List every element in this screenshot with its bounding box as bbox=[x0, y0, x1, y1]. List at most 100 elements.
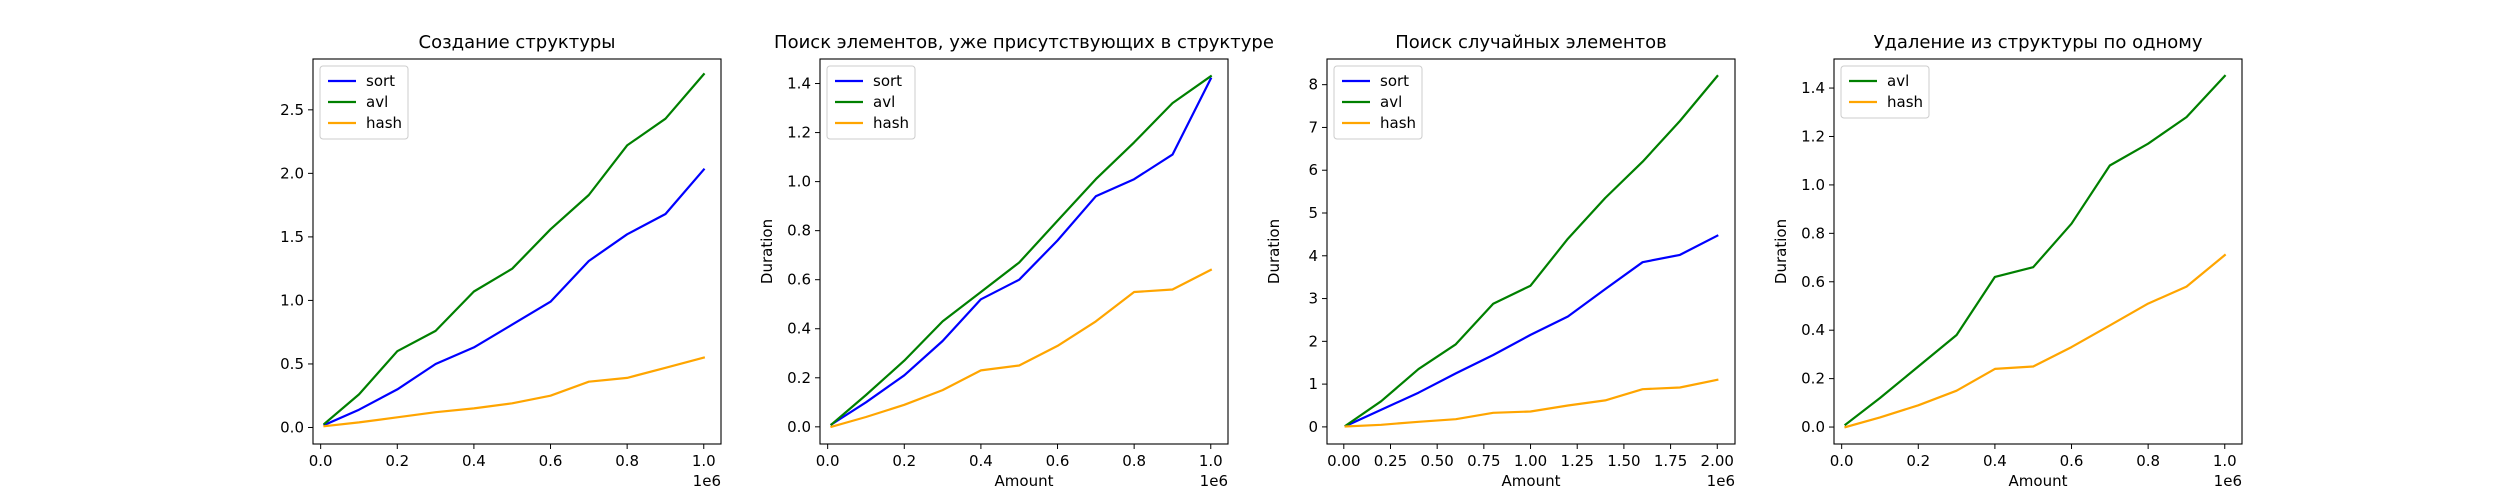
x-axis-label: Amount bbox=[1502, 472, 1561, 490]
y-tick-label: 2.0 bbox=[280, 164, 304, 182]
y-tick-label: 2.5 bbox=[280, 101, 304, 119]
series-line-hash bbox=[1344, 378, 1719, 428]
legend-label-sort: sort bbox=[873, 72, 902, 90]
y-tick-label: 1 bbox=[1308, 375, 1318, 393]
x-tick-label: 0.75 bbox=[1467, 452, 1500, 470]
y-tick-label: 0.2 bbox=[787, 369, 811, 387]
axes-frame bbox=[1833, 58, 2243, 445]
series-line-avl bbox=[1843, 74, 2227, 427]
legend-label-avl: avl bbox=[1380, 93, 1402, 111]
x-tick-label: 0.2 bbox=[892, 452, 916, 470]
legend-box bbox=[1333, 65, 1423, 140]
x-tick-label: 0.8 bbox=[1122, 452, 1146, 470]
series-line-hash bbox=[1844, 253, 2227, 429]
legend: sort avl hash bbox=[826, 65, 916, 140]
y-tick-label: 0.0 bbox=[787, 418, 811, 436]
x-tick-label: 0.50 bbox=[1420, 452, 1453, 470]
chart-title: Удаление из структуры по одному bbox=[1873, 32, 2202, 53]
x-tick-label: 0.4 bbox=[462, 452, 486, 470]
x-tick-label: 0.6 bbox=[2060, 452, 2084, 470]
y-tick-label: 3 bbox=[1308, 290, 1318, 308]
y-tick-label: 1.4 bbox=[787, 75, 811, 93]
chart-panel: 0.0 0.2 0.4 0.6 0.8 1.0 0.0 0.2 0.4 0.6 0.8 1.0 1.2 1… bbox=[1772, 32, 2243, 490]
legend-label-sort: sort bbox=[366, 72, 395, 90]
x-tick-label: 0.2 bbox=[1906, 452, 1930, 470]
y-tick-label: 1.5 bbox=[280, 228, 304, 246]
axes-frame bbox=[312, 58, 722, 445]
x-tick-label: 0.6 bbox=[1046, 452, 1070, 470]
chart-title: Создание структуры bbox=[419, 32, 616, 53]
series-line-sort bbox=[323, 167, 706, 427]
legend-label-avl: avl bbox=[1887, 72, 1909, 90]
legend-label-hash: hash bbox=[1380, 114, 1416, 132]
x-tick-label: 1.25 bbox=[1561, 452, 1594, 470]
x-offset-label: 1e6 bbox=[1707, 472, 1735, 490]
x-tick-label: 0.25 bbox=[1374, 452, 1407, 470]
y-tick-label: 4 bbox=[1308, 247, 1318, 265]
x-tick-label: 0.8 bbox=[2136, 452, 2160, 470]
chart-title: Поиск случайных элементов bbox=[1395, 32, 1667, 53]
series-line-hash bbox=[830, 268, 1213, 429]
y-tick-label: 0.8 bbox=[1801, 224, 1825, 242]
y-tick-label: 2 bbox=[1308, 332, 1318, 350]
y-tick-label: 0.5 bbox=[280, 355, 304, 373]
series-line-avl bbox=[322, 72, 706, 426]
legend-label-sort: sort bbox=[1380, 72, 1409, 90]
x-tick-label: 2.00 bbox=[1701, 452, 1734, 470]
legend-box bbox=[1840, 65, 1930, 119]
y-tick-label: 6 bbox=[1308, 161, 1318, 179]
series-line-hash bbox=[323, 356, 706, 428]
legend: sort avl hash bbox=[319, 65, 409, 140]
y-tick-label: 0.6 bbox=[1801, 273, 1825, 291]
x-tick-label: 0.6 bbox=[539, 452, 563, 470]
legend-box bbox=[826, 65, 916, 140]
y-tick-label: 0.4 bbox=[1801, 321, 1825, 339]
y-tick-label: 5 bbox=[1308, 204, 1318, 222]
legend-label-avl: avl bbox=[873, 93, 895, 111]
chart-title: Поиск элементов, уже присутствующих в ст… bbox=[774, 32, 1274, 53]
y-tick-label: 8 bbox=[1308, 76, 1318, 94]
series-line-avl bbox=[829, 74, 1213, 426]
y-axis-label: Duration bbox=[1265, 219, 1283, 284]
y-tick-label: 0.0 bbox=[280, 418, 304, 436]
y-tick-label: 1.2 bbox=[787, 124, 811, 142]
y-tick-label: 0.8 bbox=[787, 222, 811, 240]
x-tick-label: 0.2 bbox=[385, 452, 409, 470]
legend-label-hash: hash bbox=[1887, 93, 1923, 111]
chart-panel: 0.0 0.2 0.4 0.6 0.8 1.0 0.0 0.5 1.0 1.5 2.0 2.5 1e6 С… bbox=[280, 32, 722, 490]
legend-label-hash: hash bbox=[873, 114, 909, 132]
y-tick-label: 0.6 bbox=[787, 271, 811, 289]
y-tick-label: 0.4 bbox=[787, 320, 811, 338]
y-tick-label: 1.0 bbox=[280, 291, 304, 309]
y-tick-label: 1.2 bbox=[1801, 127, 1825, 145]
x-offset-label: 1e6 bbox=[1200, 472, 1228, 490]
y-axis-label: Duration bbox=[1772, 219, 1790, 284]
chart-panel: 0.00 0.25 0.50 0.75 1.00 1.25 1.50 1.75 2.00 0 1 2 3… bbox=[1265, 32, 1736, 490]
legend-box bbox=[319, 65, 409, 140]
x-tick-label: 1.0 bbox=[1199, 452, 1223, 470]
x-tick-label: 1.0 bbox=[692, 452, 716, 470]
series-line-sort bbox=[829, 77, 1213, 426]
x-tick-label: 1.50 bbox=[1607, 452, 1640, 470]
y-tick-label: 0.0 bbox=[1801, 418, 1825, 436]
x-tick-label: 0.4 bbox=[969, 452, 993, 470]
legend-label-avl: avl bbox=[366, 93, 388, 111]
x-tick-label: 0.00 bbox=[1327, 452, 1360, 470]
chart-panel: 0.0 0.2 0.4 0.6 0.8 1.0 0.0 0.2 0.4 0.6 0.8 1.0 1.2 1… bbox=[758, 32, 1274, 490]
x-offset-label: 1e6 bbox=[693, 472, 721, 490]
x-tick-label: 1.0 bbox=[2213, 452, 2237, 470]
y-tick-label: 0.2 bbox=[1801, 370, 1825, 388]
series-line-sort bbox=[1344, 234, 1719, 428]
y-axis-label: Duration bbox=[758, 219, 776, 284]
y-tick-label: 0 bbox=[1308, 418, 1318, 436]
x-tick-label: 1.75 bbox=[1654, 452, 1687, 470]
legend: avl hash bbox=[1840, 65, 1930, 119]
y-tick-label: 1.0 bbox=[1801, 176, 1825, 194]
x-tick-label: 0.0 bbox=[309, 452, 333, 470]
x-axis-label: Amount bbox=[2009, 472, 2068, 490]
legend: sort avl hash bbox=[1333, 65, 1423, 140]
x-tick-label: 0.0 bbox=[1830, 452, 1854, 470]
x-tick-label: 0.4 bbox=[1983, 452, 2007, 470]
y-tick-label: 1.0 bbox=[787, 173, 811, 191]
